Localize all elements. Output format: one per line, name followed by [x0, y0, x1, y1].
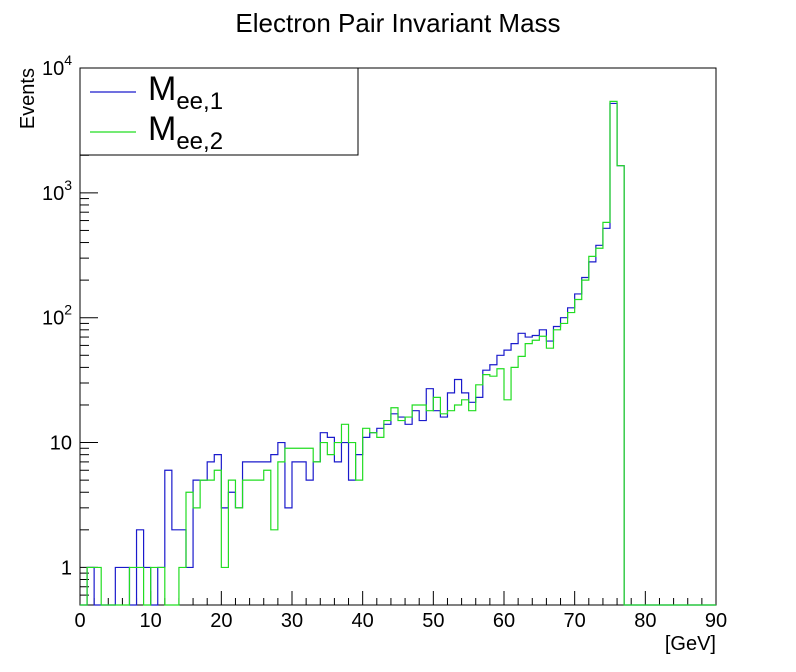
x-tick-label: 90: [705, 610, 727, 632]
y-tick-label: 103: [42, 177, 72, 205]
histogram-series-2: [80, 100, 716, 606]
x-tick-label: 40: [352, 610, 374, 632]
plot-area: 0 10 20 30 40 50 60 70 80 90 1 10 102 103 104: [42, 52, 727, 632]
legend-label-mee1-subscript: ee,1: [176, 88, 223, 115]
x-tick-label: 80: [634, 610, 656, 632]
x-axis-label: [GeV]: [665, 633, 716, 655]
legend-label-mee2-main: M: [148, 110, 176, 148]
plot-frame: [79, 67, 717, 606]
x-tick-label: 10: [140, 610, 162, 632]
legend-label-mee2-subscript: ee,2: [176, 128, 223, 155]
x-tick-label: 70: [564, 610, 586, 632]
legend-box: [79, 67, 359, 156]
y-tick-label: 10: [50, 433, 72, 455]
histogram-series-1: [80, 102, 716, 606]
y-tick-label: 104: [42, 52, 72, 80]
x-tick-label: 0: [74, 610, 85, 632]
x-tick-label: 30: [281, 610, 303, 632]
y-axis-label: Events: [17, 68, 39, 129]
legend: Mee,1 Mee,2: [79, 67, 359, 156]
x-tick-label: 60: [493, 610, 515, 632]
y-tick-label: 1: [61, 557, 72, 579]
legend-label-mee2: Mee,2: [148, 110, 223, 155]
y-tick-label: 102: [42, 302, 72, 330]
legend-label-mee1: Mee,1: [148, 70, 223, 115]
chart-title: Electron Pair Invariant Mass: [235, 8, 560, 38]
x-tick-label: 50: [422, 610, 444, 632]
x-tick-label: 20: [210, 610, 232, 632]
legend-label-mee1-main: M: [148, 70, 176, 108]
